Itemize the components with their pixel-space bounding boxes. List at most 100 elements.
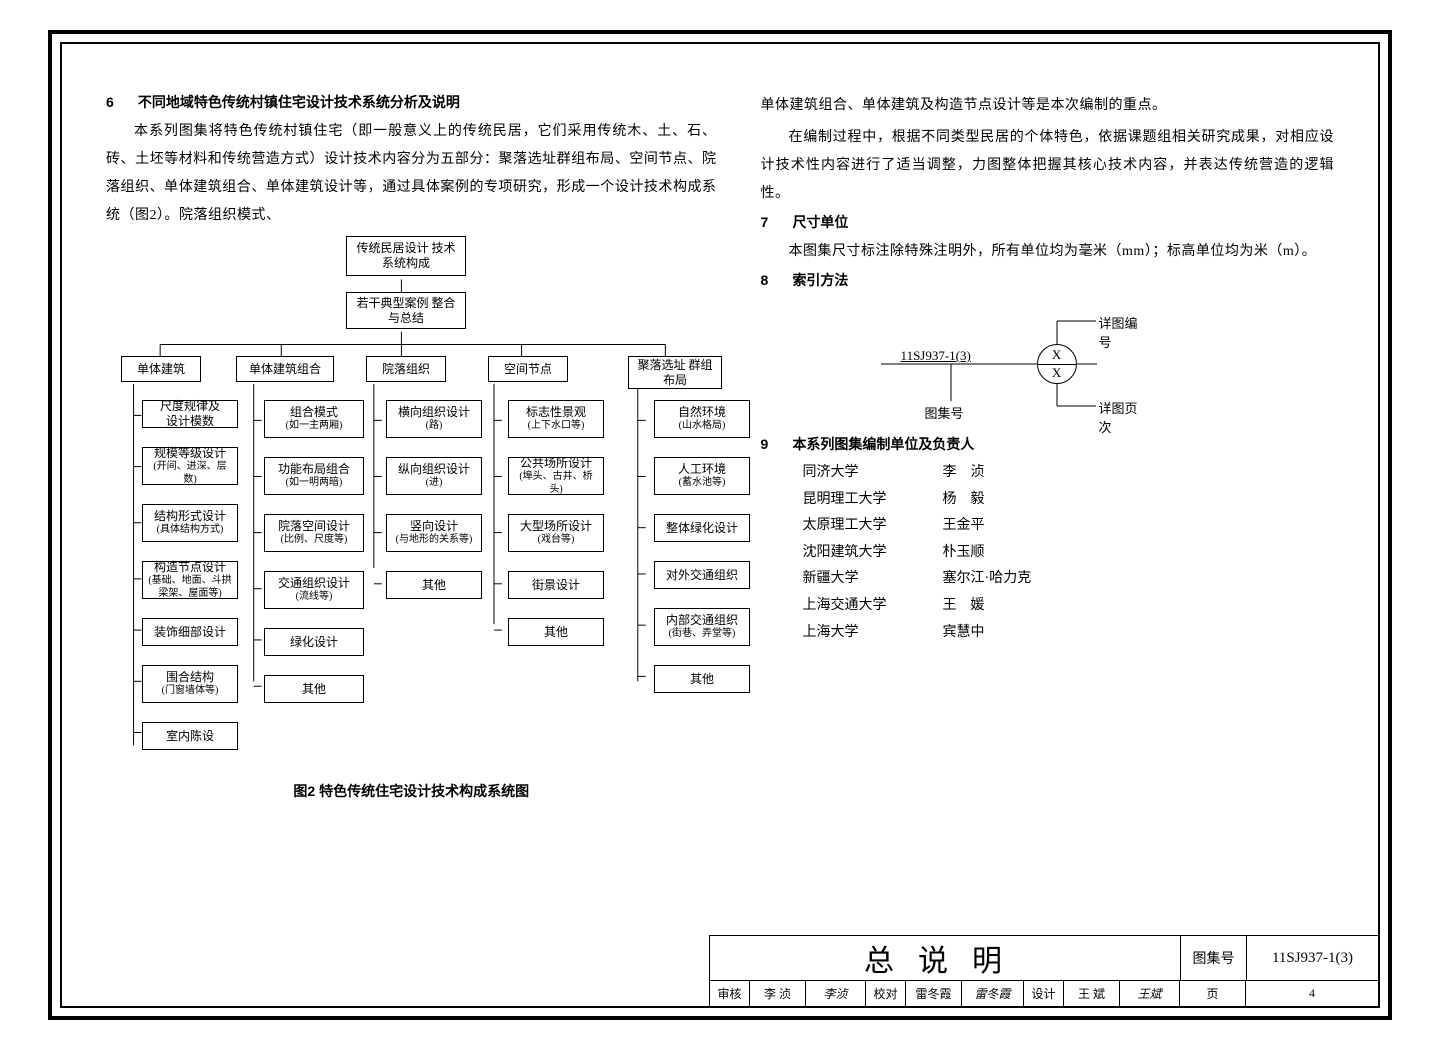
flow-caption: 图2 特色传统住宅设计技术构成系统图 bbox=[106, 781, 717, 801]
section7-para: 本图集尺寸标注除特殊注明外，所有单位均为毫米（mm）；标高单位均为米（m）。 bbox=[761, 238, 1334, 266]
flow-head-4: 空间节点 bbox=[488, 356, 568, 382]
flow-c4-0: 标志性景观(上下水口等) bbox=[508, 400, 604, 438]
index-code: 11SJ937-1(3) bbox=[901, 348, 971, 364]
drawing-title: 总说明 bbox=[710, 936, 1180, 980]
index-diagram: X X 11SJ937-1(3) 详图编号 图集号 详图页次 bbox=[821, 306, 1141, 426]
credit-org: 太原理工大学 bbox=[803, 513, 943, 540]
tb-sheji-v: 王 斌 bbox=[1064, 981, 1120, 1006]
flow-c2-3: 交通组织设计(流线等) bbox=[264, 571, 364, 609]
index-svg bbox=[821, 306, 1141, 426]
column-right: 单体建筑组合、单体建筑及构造节点设计等是本次编制的重点。 在编制过程中，根据不同… bbox=[745, 92, 1334, 936]
credit-person: 王金平 bbox=[943, 518, 985, 533]
flow-c2-4: 绿化设计 bbox=[264, 628, 364, 656]
tb-jiaodui-sig: 雷冬霞 bbox=[962, 981, 1024, 1006]
flow-c4-1: 公共场所设计(埠头、古井、桥头) bbox=[508, 457, 604, 495]
section6-title: 不同地域特色传统村镇住宅设计技术系统分析及说明 bbox=[138, 94, 460, 110]
inner-frame: 6 不同地域特色传统村镇住宅设计技术系统分析及说明 本系列图集将特色传统村镇住宅… bbox=[60, 42, 1380, 1008]
content-area: 6 不同地域特色传统村镇住宅设计技术系统分析及说明 本系列图集将特色传统村镇住宅… bbox=[62, 44, 1378, 936]
index-lbl-bl: 图集号 bbox=[925, 403, 964, 422]
index-x-top: X bbox=[1038, 347, 1076, 363]
credit-row: 上海大学宾慧中 bbox=[803, 620, 1334, 647]
section9-title: 本系列图集编制单位及负责人 bbox=[792, 436, 974, 452]
credit-row: 上海交通大学王 媛 bbox=[803, 593, 1334, 620]
flow-c1-3: 构造节点设计(基础、地面、斗拱梁架、屋面等) bbox=[142, 561, 238, 599]
credit-org: 新疆大学 bbox=[803, 566, 943, 593]
flow-c5-0: 自然环境(山水格局) bbox=[654, 400, 750, 438]
drawing-code: 11SJ937-1(3) bbox=[1246, 936, 1378, 980]
flow-c5-1: 人工环境(蓄水池等) bbox=[654, 457, 750, 495]
flow-c1-0: 尺度规律及设计模数 bbox=[142, 400, 238, 428]
credit-org: 昆明理工大学 bbox=[803, 487, 943, 514]
credit-person: 朴玉顺 bbox=[943, 545, 985, 560]
section8-title: 索引方法 bbox=[792, 272, 848, 288]
flowchart: 传统民居设计 技术系统构成 若干典型案例 整合与总结 单体建筑 单体建筑组合 院… bbox=[106, 234, 717, 779]
flow-c2-0: 组合模式(如一主两厢) bbox=[264, 400, 364, 438]
tb-shenhe: 审核 bbox=[710, 981, 750, 1006]
credit-person: 塞尔江·哈力克 bbox=[943, 571, 1032, 586]
credit-row: 沈阳建筑大学朴玉顺 bbox=[803, 540, 1334, 567]
credits-list: 同济大学李 浈昆明理工大学杨 毅太原理工大学王金平沈阳建筑大学朴玉顺新疆大学塞尔… bbox=[803, 460, 1334, 646]
index-lbl-top: 详图编号 bbox=[1099, 313, 1141, 351]
index-circle: X X bbox=[1037, 344, 1077, 384]
credit-org: 同济大学 bbox=[803, 460, 943, 487]
credit-person: 李 浈 bbox=[943, 465, 985, 480]
tb-jiaodui-v: 雷冬霞 bbox=[906, 981, 962, 1006]
flow-top2: 若干典型案例 整合与总结 bbox=[346, 292, 466, 329]
outer-frame: 6 不同地域特色传统村镇住宅设计技术系统分析及说明 本系列图集将特色传统村镇住宅… bbox=[48, 30, 1392, 1020]
flow-c3-1: 纵向组织设计(进) bbox=[386, 457, 482, 495]
section6-para: 本系列图集将特色传统村镇住宅（即一般意义上的传统民居，它们采用传统木、土、石、砖… bbox=[106, 118, 717, 230]
flow-c1-6: 室内陈设 bbox=[142, 722, 238, 750]
section7-title: 尺寸单位 bbox=[792, 214, 848, 230]
flow-head-3: 院落组织 bbox=[366, 356, 446, 382]
section6-num: 6 bbox=[106, 94, 134, 110]
column-left: 6 不同地域特色传统村镇住宅设计技术系统分析及说明 本系列图集将特色传统村镇住宅… bbox=[106, 92, 745, 936]
titleblock-row2: 审核 李 浈 李浈 校对 雷冬霞 雷冬霞 设计 王 斌 王斌 页 4 bbox=[710, 980, 1378, 1006]
credit-org: 沈阳建筑大学 bbox=[803, 540, 943, 567]
flow-c2-1: 功能布局组合(如一明两暗) bbox=[264, 457, 364, 495]
code-label: 图集号 bbox=[1180, 936, 1246, 980]
flow-c4-4: 其他 bbox=[508, 618, 604, 646]
flow-c5-5: 其他 bbox=[654, 665, 750, 693]
flow-c2-2: 院落空间设计(比例、尺度等) bbox=[264, 514, 364, 552]
credit-person: 宾慧中 bbox=[943, 625, 985, 640]
tb-page-label: 页 bbox=[1180, 981, 1246, 1006]
flow-c3-0: 横向组织设计(路) bbox=[386, 400, 482, 438]
titleblock-row1: 总说明 图集号 11SJ937-1(3) bbox=[710, 936, 1378, 980]
flow-c1-4: 装饰细部设计 bbox=[142, 618, 238, 646]
credit-row: 昆明理工大学杨 毅 bbox=[803, 487, 1334, 514]
credit-row: 太原理工大学王金平 bbox=[803, 513, 1334, 540]
flow-head-1: 单体建筑 bbox=[121, 356, 201, 382]
credit-org: 上海交通大学 bbox=[803, 593, 943, 620]
tb-sheji-sig: 王斌 bbox=[1120, 981, 1180, 1006]
sheet: 6 不同地域特色传统村镇住宅设计技术系统分析及说明 本系列图集将特色传统村镇住宅… bbox=[0, 0, 1440, 1050]
flow-c2-5: 其他 bbox=[264, 675, 364, 703]
tb-jiaodui: 校对 bbox=[866, 981, 906, 1006]
flow-c1-1: 规模等级设计(开间、进深、层数) bbox=[142, 447, 238, 485]
credit-row: 同济大学李 浈 bbox=[803, 460, 1334, 487]
flow-c1-5: 围合结构(门窗墙体等) bbox=[142, 665, 238, 703]
credit-person: 王 媛 bbox=[943, 598, 985, 613]
index-lbl-br: 详图页次 bbox=[1099, 398, 1141, 436]
section7-heading: 7 尺寸单位 bbox=[761, 212, 1334, 232]
flow-head-2: 单体建筑组合 bbox=[236, 356, 334, 382]
section8-num: 8 bbox=[761, 272, 789, 288]
flow-c3-2: 竖向设计(与地形的关系等) bbox=[386, 514, 482, 552]
credit-row: 新疆大学塞尔江·哈力克 bbox=[803, 566, 1334, 593]
section9-heading: 9 本系列图集编制单位及负责人 bbox=[761, 434, 1334, 454]
flow-c4-3: 街景设计 bbox=[508, 571, 604, 599]
flow-c5-2: 整体绿化设计 bbox=[654, 514, 750, 542]
flow-c1-2: 结构形式设计(具体结构方式) bbox=[142, 504, 238, 542]
flow-c5-3: 对外交通组织 bbox=[654, 561, 750, 589]
index-x-bot: X bbox=[1038, 365, 1076, 381]
tb-sheji: 设计 bbox=[1024, 981, 1064, 1006]
flow-c3-3: 其他 bbox=[386, 571, 482, 599]
flow-c5-4: 内部交通组织(街巷、弄堂等) bbox=[654, 608, 750, 646]
tb-shenhe-v: 李 浈 bbox=[750, 981, 806, 1006]
title-block: 总说明 图集号 11SJ937-1(3) 审核 李 浈 李浈 校对 雷冬霞 雷冬… bbox=[709, 935, 1378, 1006]
section8-heading: 8 索引方法 bbox=[761, 270, 1334, 290]
credit-org: 上海大学 bbox=[803, 620, 943, 647]
section7-num: 7 bbox=[761, 214, 789, 230]
tb-shenhe-sig: 李浈 bbox=[806, 981, 866, 1006]
flow-c4-2: 大型场所设计(戏台等) bbox=[508, 514, 604, 552]
credit-person: 杨 毅 bbox=[943, 492, 985, 507]
